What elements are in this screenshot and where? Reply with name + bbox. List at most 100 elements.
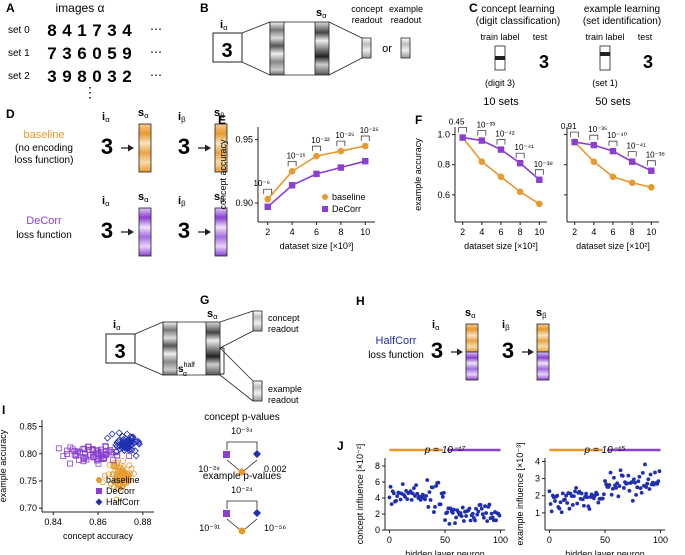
scatter-point-baseline [117,469,124,476]
x-axis-label: hidden layer neuron [565,549,645,555]
scatter-point-neuron [627,488,632,493]
panel-a-digit: 6 [77,44,86,63]
data-point-baseline [497,173,505,181]
data-point-DeCorr [497,146,505,153]
scatter-point-HalfCorr [124,443,133,451]
y-tick-label: 0.85 [19,422,37,432]
panel-i-example-baseline-marker [238,527,246,535]
x-tick-label: 6 [314,227,319,237]
panel-b-state-layer [314,21,330,76]
scatter-point-neuron [581,503,586,508]
pvalue-label: 0.45 [449,118,465,127]
scatter-point-HalfCorr [112,447,121,456]
scatter-point-neuron [571,494,576,499]
panel-d-baseline-i-alpha: iα [102,111,110,124]
scatter-point-HalfCorr [123,430,131,438]
pvalue-bracket [608,140,618,147]
scatter-point-neuron [480,512,485,517]
scatter-point-neuron [494,518,499,523]
scatter-point-neuron [567,506,572,511]
chart-F2-title: 50 sets [595,96,631,108]
data-point-DeCorr [337,164,345,171]
pvalue-bracket [477,130,487,136]
x-tick-label: 0.86 [89,517,107,527]
panel-d-decorr-i-beta: iβ [178,195,186,208]
panel-d-decorr-i-beta-sub: β [181,199,186,208]
panel-a-digit: 3 [107,67,116,86]
data-point-baseline [609,173,617,181]
scatter-point-baseline [113,496,120,503]
scatter-point-neuron [610,486,615,491]
scatter-point-neuron [596,500,601,505]
scatter-point-DeCorr [94,457,101,464]
chart-J2-title: p = 10⁻¹⁵ [584,445,626,456]
panel-b-concept-readout-label-2: readout [352,15,383,25]
scatter-point-neuron [441,490,446,495]
panel-d-decorr-s-alpha-sub: α [144,195,149,204]
panel-d-decorr-s-alpha-main: s [138,191,144,203]
scatter-point-neuron [626,473,631,478]
scatter-point-DeCorr [102,451,109,458]
scatter-point-neuron [611,475,616,480]
data-point-baseline [264,195,272,203]
x-tick-label: 2 [265,227,270,237]
x-tick-label: 0.88 [134,517,152,527]
legend-marker-baseline [96,477,102,483]
scatter-point-neuron [595,492,600,497]
panel-g-input-digit: 3 [114,341,125,363]
panel-d-decorr-label-1: DeCorr [26,215,62,227]
y-axis-label: concept accuracy [218,139,228,210]
scatter-point-neuron [587,507,592,511]
panel-h-arrow-2-head [528,348,534,356]
panel-d-baseline-i-alpha-main: i [102,111,105,123]
scatter-point-neuron [388,484,393,489]
panel-g-letter: G [200,293,209,307]
panel-d-decorr-digit-beta: 3 [178,218,190,243]
panel-a-digit: 4 [122,21,132,40]
pvalue-bracket [646,160,656,166]
panel-b-concept-readout-label-1: concept [351,4,383,14]
panel-h-i-beta: iβ [502,319,510,332]
panel-c-right-title-1: example learning [584,4,660,15]
chart-I-panel-letter: I [2,403,5,417]
panel-d-decorr-i-alpha-main: i [102,195,105,207]
panel-c-right-train-label: train label [585,32,624,42]
scatter-point-neuron [485,519,490,524]
panel-d-baseline-s-beta: sβ [214,107,225,120]
panel-a-digit: 4 [62,21,72,40]
pvalue-bracket [287,160,297,167]
scatter-point-neuron [601,492,606,497]
panel-a-digit: 1 [77,21,86,40]
scatter-point-neuron [547,489,552,494]
scatter-point-DeCorr [98,453,105,459]
x-axis-label: hidden layer neuron [405,549,485,555]
panel-a-row-ellipsis: ⋯ [150,68,162,82]
x-tick-label: 4 [290,227,295,237]
scatter-point-neuron [548,502,553,506]
panel-b-state-label: sα [316,7,327,20]
data-point-baseline [628,179,636,187]
panel-b-input-label-main: i [220,19,223,31]
panel-d-decorr-arrow-1-head [128,228,134,236]
panel-d-baseline-i-beta: iβ [178,111,186,124]
scatter-point-neuron [389,502,394,507]
panel-d-decorr-i-alpha: iα [102,195,110,208]
scatter-point-neuron [454,515,459,520]
scatter-point-neuron [635,485,640,490]
panel-d-baseline-label-3: loss function) [15,155,74,166]
scatter-point-neuron [475,512,480,517]
panel-a-row-label: set 0 [8,25,30,36]
panel-g-input-label-main: i [113,319,116,331]
scatter-point-HalfCorr [130,439,138,447]
scatter-point-neuron [497,513,502,518]
pvalue-bracket [589,134,599,141]
scatter-point-neuron [420,492,425,497]
panel-g-half-label-main: s [178,364,184,375]
x-tick-label: 2 [460,227,465,237]
panel-g-half-label: shalf α [178,362,195,378]
scatter-point-neuron [403,494,407,499]
scatter-point-DeCorr [80,458,87,465]
scatter-point-neuron [440,494,445,499]
y-tick-label: 0.70 [19,503,37,513]
scatter-point-neuron [555,493,560,498]
